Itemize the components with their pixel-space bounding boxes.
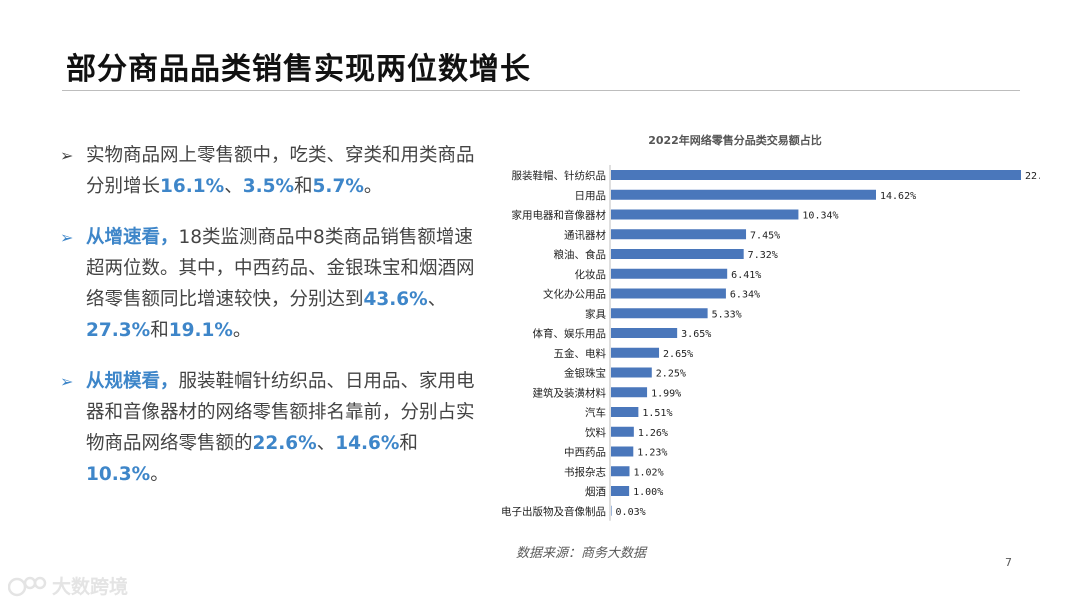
- bullet-text: 实物商品网上零售额中，吃类、穿类和用类商品分别增长: [86, 145, 475, 197]
- category-label: 家具: [585, 307, 606, 320]
- data-label: 7.32%: [748, 250, 778, 261]
- bar: [611, 387, 648, 398]
- watermark-text: 大数跨境: [52, 576, 129, 598]
- bullet-text: 和: [399, 433, 418, 454]
- category-label: 书报杂志: [564, 465, 606, 478]
- bullet-highlight: 5.7%: [312, 176, 364, 197]
- bar: [611, 209, 799, 220]
- category-label: 建筑及装潢材料: [533, 386, 607, 399]
- bar: [611, 308, 708, 319]
- category-label: 粮油、食品: [554, 248, 607, 261]
- category-label: 体育、娱乐用品: [533, 327, 607, 340]
- data-label: 2.65%: [663, 349, 693, 360]
- bar: [611, 505, 612, 516]
- bullet-arrow-icon: ➢: [60, 146, 74, 165]
- bullet-text: 和: [150, 320, 169, 341]
- bar: [611, 446, 634, 457]
- bar: [611, 249, 744, 259]
- bullet-item: ➢ 从规模看，服装鞋帽针纺织品、日用品、家用电器和音像器材的网络零售额排名靠前，分…: [60, 366, 480, 490]
- data-label: 3.65%: [681, 329, 711, 340]
- watermark-logo-icon: [7, 573, 48, 599]
- page-title: 部分商品品类销售实现两位数增长: [66, 52, 531, 87]
- data-label: 0.03%: [616, 507, 646, 518]
- bullet-text: 服装鞋帽针纺织品、日用品、家用电器和音像器材的网络零售额排名靠前，分别占实物商品…: [86, 371, 475, 454]
- bullet-highlight: 43.6%: [363, 289, 428, 310]
- bullet-highlight: 14.6%: [335, 433, 400, 454]
- category-label: 中西药品: [564, 446, 606, 459]
- bullet-text: 、: [316, 433, 336, 454]
- bullet-item: ➢ 实物商品网上零售额中，吃类、穿类和用类商品分别增长16.1%、3.5%和5.7…: [60, 140, 480, 202]
- data-label: 7.45%: [750, 230, 780, 241]
- bullet-text: 和: [294, 176, 313, 197]
- data-label: 6.41%: [731, 270, 761, 281]
- data-label: 2.25%: [656, 369, 686, 380]
- bullet-lead: 从增速看，: [86, 227, 179, 248]
- page-number: 7: [1005, 556, 1012, 569]
- bullet-highlight: 3.5%: [242, 176, 295, 197]
- bullet-highlight: 19.1%: [168, 320, 233, 341]
- bullet-arrow-icon: ➢: [60, 372, 74, 391]
- source-note: 数据来源：商务大数据: [516, 546, 647, 561]
- data-label: 14.62%: [880, 191, 916, 202]
- bar: [611, 426, 634, 437]
- category-label: 五金、电料: [554, 347, 607, 360]
- bar: [611, 367, 652, 378]
- category-label: 烟酒: [585, 485, 606, 498]
- bar: [611, 466, 630, 477]
- category-label: 家用电器和音像器材: [512, 209, 607, 222]
- category-label: 文化办公用品: [543, 288, 606, 301]
- bullet-item: ➢ 从增速看，18类监测商品中8类商品销售额增速超两位数。其中，中西药品、金银珠宝…: [60, 222, 480, 346]
- bar: [611, 288, 726, 299]
- data-label: 22.62%: [1025, 171, 1040, 182]
- data-label: 1.02%: [633, 467, 663, 478]
- category-label: 金银珠宝: [564, 367, 606, 380]
- category-label: 通讯器材: [564, 228, 606, 241]
- bullet-list: ➢ 实物商品网上零售额中，吃类、穿类和用类商品分别增长16.1%、3.5%和5.7…: [60, 140, 480, 510]
- bar: [611, 407, 639, 417]
- bar: [611, 189, 876, 200]
- bullet-lead: 从规模看，: [86, 371, 179, 392]
- category-label: 化妆品: [575, 268, 607, 281]
- data-label: 1.99%: [651, 388, 681, 399]
- bar: [611, 170, 1021, 180]
- bullet-text: 。: [363, 176, 383, 197]
- bullet-highlight: 16.1%: [160, 176, 225, 197]
- category-label: 电子出版物及音像制品: [501, 505, 606, 518]
- bullet-arrow-icon: ➢: [60, 228, 74, 247]
- bar: [611, 328, 678, 338]
- bar: [611, 486, 630, 496]
- watermark: 大数跨境: [7, 572, 129, 599]
- title-divider: [62, 90, 1020, 91]
- bullet-text: 18类监测商品中8类商品销售额增速超两位数。其中，中西药品、金银珠宝和烟酒网络零…: [86, 227, 475, 310]
- bullet-text: 、: [224, 176, 243, 197]
- data-label: 10.34%: [802, 211, 838, 222]
- data-label: 1.51%: [642, 408, 672, 419]
- bullet-highlight: 10.3%: [86, 464, 151, 485]
- data-label: 1.26%: [638, 428, 668, 439]
- category-label: 日用品: [575, 190, 607, 202]
- bullet-highlight: 22.6%: [252, 433, 317, 454]
- category-label: 饮料: [585, 426, 606, 439]
- data-label: 6.34%: [730, 290, 760, 301]
- data-label: 1.00%: [633, 487, 663, 498]
- bullet-text: 。: [232, 320, 252, 341]
- data-label: 5.33%: [712, 309, 742, 320]
- category-label: 服装鞋帽、针纺织品: [512, 169, 607, 182]
- category-label: 汽车: [585, 406, 606, 419]
- bar: [611, 347, 660, 358]
- bullet-highlight: 27.3%: [86, 320, 151, 341]
- data-label: 1.23%: [637, 448, 667, 459]
- chart-title: 2022年网络零售分品类交易额占比: [648, 133, 822, 147]
- bullet-text: 。: [150, 464, 169, 485]
- bullet-text: 、: [427, 289, 447, 310]
- bar: [611, 268, 728, 279]
- bar: [611, 229, 747, 240]
